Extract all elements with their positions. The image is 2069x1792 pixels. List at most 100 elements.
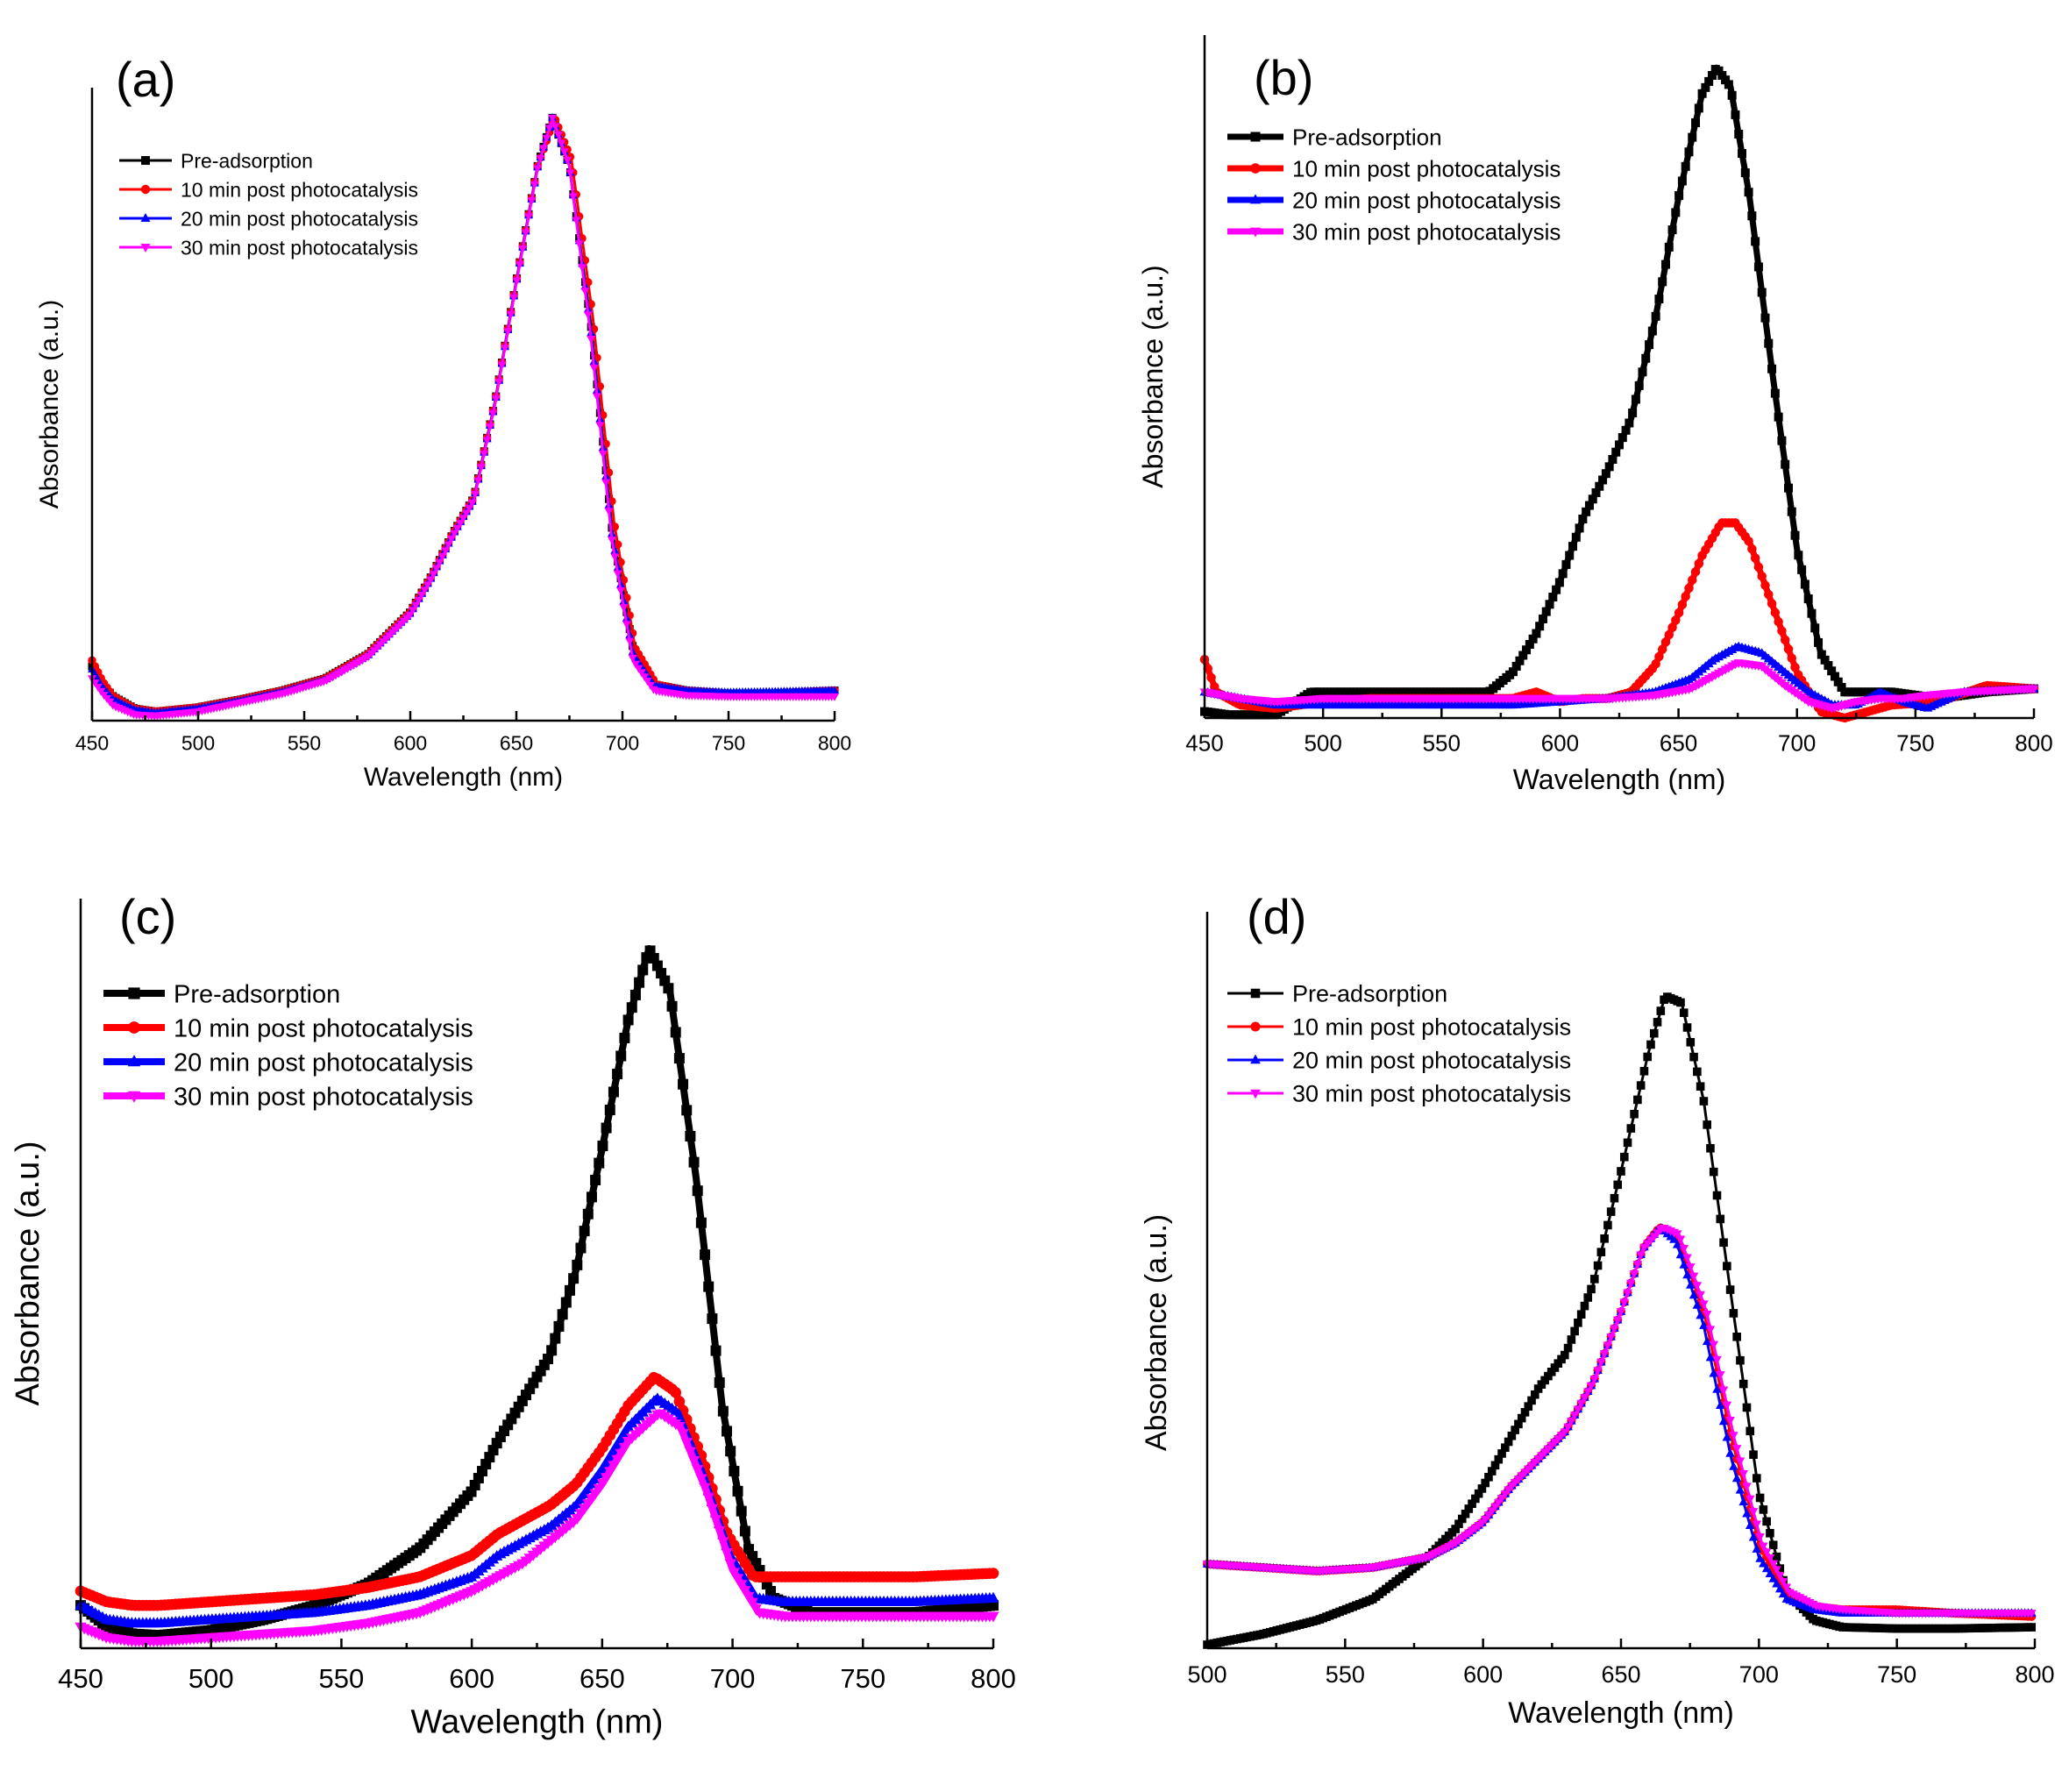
chart-panel-c: 450 500 550 600 650 700 750 800 Wavelength (nm) A… — [10, 889, 1016, 1740]
data-point — [1608, 455, 1618, 465]
data-point — [128, 1021, 140, 1034]
data-point — [1674, 191, 1684, 201]
data-point — [634, 977, 645, 988]
data-point — [471, 491, 480, 500]
data-point — [1504, 1437, 1513, 1447]
data-point — [1833, 677, 1843, 686]
data-point — [1774, 1572, 1785, 1581]
data-point — [1575, 523, 1584, 533]
data-point — [1721, 75, 1731, 85]
data-point — [1731, 1473, 1742, 1483]
data-point — [1735, 1457, 1745, 1467]
data-point — [1623, 1289, 1632, 1298]
data-point — [1567, 1417, 1576, 1426]
data-point — [1561, 1350, 1569, 1360]
data-point — [619, 604, 629, 613]
data-point — [1471, 1494, 1480, 1504]
data-point — [1729, 1461, 1738, 1470]
data-point — [613, 540, 622, 549]
data-point — [564, 1284, 575, 1296]
legend-item: 10 min post photocatalysis — [1227, 155, 1561, 181]
x-tick-label: 600 — [394, 731, 427, 754]
data-point — [574, 240, 584, 249]
data-point — [1487, 1467, 1497, 1476]
data-point — [1762, 1517, 1771, 1526]
data-point — [1610, 1325, 1619, 1333]
data-point — [420, 587, 430, 595]
data-point — [583, 311, 593, 320]
data-point — [607, 537, 616, 545]
legend-item: 30 min post photocatalysis — [103, 1083, 473, 1111]
chart-panel-b: 450 500 550 600 650 700 750 800 Wavelength (nm) A… — [1137, 35, 2053, 795]
series-line — [1206, 1226, 2035, 1615]
data-point — [1599, 1350, 1610, 1359]
data-point — [1591, 488, 1601, 498]
x-tick-label: 750 — [712, 731, 745, 754]
data-point — [1567, 1335, 1576, 1344]
data-point — [714, 1525, 726, 1537]
data-point — [1767, 599, 1777, 608]
data-point — [467, 500, 477, 508]
data-point — [1682, 1254, 1692, 1263]
data-point — [1732, 1333, 1741, 1341]
panel-label: (c) — [119, 889, 176, 944]
data-point — [578, 264, 587, 273]
data-point — [1561, 559, 1571, 569]
legend: Pre-adsorption 10 min post photocatalysis… — [1227, 124, 1561, 245]
data-point — [700, 1249, 711, 1261]
data-point — [717, 1537, 729, 1548]
data-point — [601, 479, 611, 487]
x-tick-label: 600 — [449, 1663, 494, 1694]
data-point — [1643, 1052, 1653, 1062]
data-point — [1528, 634, 1538, 644]
legend-label: 20 min post photocatalysis — [174, 1049, 473, 1077]
data-point — [1748, 1532, 1759, 1541]
data-point — [736, 1580, 748, 1591]
data-point — [1727, 90, 1737, 100]
data-point — [1752, 1520, 1762, 1530]
series-3 — [75, 1409, 999, 1648]
legend-label: 10 min post photocatalysis — [1292, 1014, 1571, 1041]
data-point — [1671, 615, 1681, 625]
data-point — [1699, 1300, 1709, 1309]
data-point — [1520, 1408, 1530, 1417]
data-point — [1518, 651, 1528, 660]
data-point — [1617, 1167, 1625, 1176]
data-point — [465, 504, 474, 513]
data-point — [1778, 1589, 1788, 1598]
data-point — [616, 587, 626, 595]
legend-item: 20 min post photocatalysis — [1227, 187, 1561, 213]
data-point — [551, 123, 560, 132]
data-point — [1770, 388, 1780, 398]
data-point — [987, 1611, 999, 1623]
data-point — [707, 1313, 718, 1325]
x-axis-title: Wavelength (nm) — [411, 1703, 664, 1740]
data-point — [1760, 580, 1770, 590]
legend-label: 20 min post photocatalysis — [181, 207, 418, 230]
data-point — [1753, 1474, 1761, 1483]
series-3 — [1199, 659, 2039, 714]
x-tick-label: 800 — [2015, 730, 2052, 757]
x-tick-label: 700 — [1739, 1661, 1779, 1688]
data-point — [1626, 1279, 1636, 1289]
data-point — [1582, 507, 1591, 516]
data-point — [1765, 1554, 1775, 1563]
data-point — [1752, 1544, 1762, 1553]
x-tick-label: 500 — [1304, 730, 1341, 757]
data-point — [678, 1078, 689, 1090]
data-point — [1686, 1038, 1696, 1047]
data-point — [1686, 1263, 1696, 1272]
data-point — [619, 1032, 630, 1043]
x-axis-title: Wavelength (nm) — [364, 763, 563, 792]
data-point — [553, 1320, 565, 1332]
data-point — [615, 1050, 627, 1062]
data-point — [692, 1465, 704, 1476]
legend: Pre-adsorption 10 min post photocatalysis… — [103, 980, 473, 1111]
legend-item: 10 min post photocatalysis — [103, 1014, 473, 1042]
data-point — [637, 964, 649, 976]
data-point — [728, 1568, 740, 1579]
data-point — [1751, 237, 1760, 246]
data-point — [437, 553, 447, 562]
data-point — [518, 245, 528, 253]
data-point — [1694, 103, 1703, 113]
